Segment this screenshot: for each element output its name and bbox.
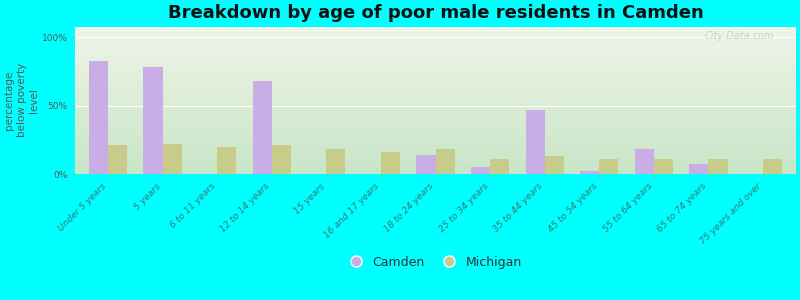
Bar <box>709 159 727 174</box>
Bar <box>162 144 182 174</box>
Text: City-Data.com: City-Data.com <box>705 31 774 41</box>
Bar <box>217 147 236 174</box>
Bar <box>326 149 346 174</box>
Bar <box>599 159 618 174</box>
Bar <box>417 155 435 174</box>
Legend: Camden, Michigan: Camden, Michigan <box>345 251 526 274</box>
Bar <box>490 159 510 174</box>
Bar <box>272 145 291 174</box>
Bar <box>471 167 490 174</box>
Bar <box>690 164 709 174</box>
Bar <box>654 159 673 174</box>
Bar <box>526 110 545 174</box>
Bar <box>763 159 782 174</box>
Bar <box>143 68 162 174</box>
Bar <box>253 81 272 174</box>
Bar <box>545 156 564 174</box>
Bar <box>580 171 599 174</box>
Bar <box>89 61 108 174</box>
Bar <box>381 152 400 174</box>
Title: Breakdown by age of poor male residents in Camden: Breakdown by age of poor male residents … <box>168 4 703 22</box>
Bar <box>435 149 454 174</box>
Bar <box>634 149 654 174</box>
Bar <box>108 145 127 174</box>
Y-axis label: percentage
below poverty
level: percentage below poverty level <box>4 63 39 137</box>
